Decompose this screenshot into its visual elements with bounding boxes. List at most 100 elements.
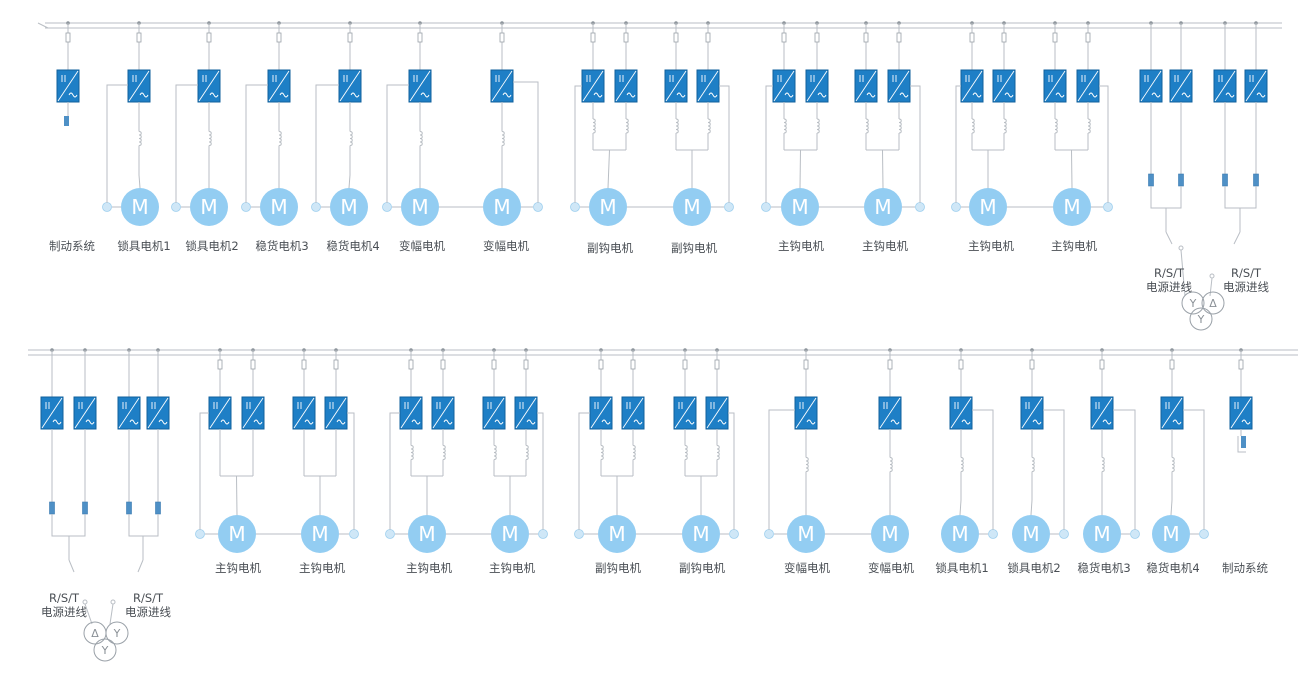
- fuse-icon: [206, 32, 212, 43]
- label-stabilizer-motor-3-bottom: 稳货电机3: [1077, 561, 1131, 575]
- inverter-ac-mark: [1241, 419, 1251, 425]
- reactor-coil-icon: [410, 445, 414, 460]
- inverter-icon: [146, 396, 170, 430]
- label-stabilizer-motor-4-top: 稳货电机4: [326, 239, 380, 253]
- motor-icon: M: [401, 188, 439, 226]
- wire: [1113, 409, 1136, 530]
- encoder-icon: [988, 529, 998, 539]
- label-brake-system-bottom: 制动系统: [1222, 561, 1268, 575]
- encoder-icon: [1103, 202, 1113, 212]
- motor-circle: [941, 515, 979, 553]
- motor-circle: [781, 188, 819, 226]
- encoder-icon: [915, 202, 925, 212]
- encoder-icon: [533, 202, 543, 212]
- inverter-icon: [589, 396, 613, 430]
- label-lock-motor-1-bottom: 锁具电机1: [935, 561, 989, 575]
- motor-circle: [260, 188, 298, 226]
- label-stabilizer-motor-4-bottom: 稳货电机4: [1146, 561, 1200, 575]
- motor-icon: M: [491, 515, 529, 553]
- motor-circle: [301, 515, 339, 553]
- motor-symbol-text: M: [228, 522, 245, 546]
- inverter-icon: [805, 69, 829, 103]
- label-lock-motor-2-bottom: 锁具电机2: [1007, 561, 1061, 575]
- fuse-icon: [1238, 359, 1244, 370]
- inverter-icon: [197, 69, 221, 103]
- transformer-icon: Y ΔY: [1181, 291, 1225, 331]
- power-source-b-top: R/S/T 电源进线: [1223, 266, 1269, 294]
- inverter-icon: [854, 69, 878, 103]
- fuse-icon: [523, 359, 529, 370]
- wire: [1170, 499, 1173, 516]
- reactor-coil-icon: [1054, 118, 1058, 134]
- inverter-ac-mark: [593, 92, 603, 98]
- inverter-ac-mark: [601, 419, 611, 425]
- fuse-icon: [250, 359, 256, 370]
- wire: [199, 412, 209, 530]
- motor-symbol-text: M: [411, 195, 428, 219]
- motor-circle: [673, 188, 711, 226]
- label-luffing-motor-a-bottom: 变幅电机: [784, 561, 830, 575]
- wire: [1237, 436, 1246, 453]
- wire: [386, 84, 409, 203]
- inverter-ac-mark: [1102, 419, 1112, 425]
- reactor-coil-icon: [625, 118, 629, 134]
- motor-icon: M: [301, 515, 339, 553]
- motor-circle: [218, 515, 256, 553]
- inverter-icon: [267, 69, 291, 103]
- motor-circle: [871, 515, 909, 553]
- inverter-diagonal: [339, 70, 361, 102]
- inverter-icon: [73, 396, 97, 430]
- label-luffing-motor-a-top: 变幅电机: [399, 239, 445, 253]
- winding-symbol: Δ: [91, 627, 99, 640]
- inverter-ac-mark: [1256, 92, 1266, 98]
- reactor-coil-icon: [349, 131, 353, 146]
- motor-icon: M: [330, 188, 368, 226]
- label-luffing-motor-b-bottom: 变幅电机: [868, 561, 914, 575]
- inverter-icon: [56, 69, 80, 103]
- motor-symbol-text: M: [340, 195, 357, 219]
- breaker-icon: [155, 501, 161, 515]
- inverter-diagonal: [993, 70, 1015, 102]
- encoder-icon: [171, 202, 181, 212]
- encoder-icon: [729, 529, 739, 539]
- motor-circle: [864, 188, 902, 226]
- motor-symbol-text: M: [493, 195, 510, 219]
- reactor-coil-icon: [632, 445, 636, 460]
- power-source-phases: R/S/T: [1230, 266, 1262, 280]
- motor-icon: M: [1012, 515, 1050, 553]
- wire: [1030, 499, 1033, 516]
- encoder-icon: [764, 529, 774, 539]
- motor-icon: M: [682, 515, 720, 553]
- encoder-icon: [538, 529, 548, 539]
- inverter-ac-mark: [129, 419, 139, 425]
- motor-circle: [1053, 188, 1091, 226]
- inverter-diagonal: [57, 70, 79, 102]
- reactor-coil-icon: [1171, 457, 1175, 472]
- wire: [347, 412, 355, 530]
- winding-circle: [1189, 307, 1213, 331]
- inverter-diagonal: [950, 397, 972, 429]
- wire: [389, 412, 400, 530]
- inverter-icon: [1160, 396, 1184, 430]
- switch-icon: [137, 559, 144, 573]
- wire: [1043, 409, 1065, 530]
- inverter-ac-mark: [633, 419, 643, 425]
- fuse-icon: [623, 32, 629, 43]
- fuse-icon: [408, 359, 414, 370]
- fuse-icon: [1169, 359, 1175, 370]
- motor-symbol-text: M: [501, 522, 518, 546]
- motor-icon: M: [871, 515, 909, 553]
- inverter-icon: [581, 69, 605, 103]
- inverter-diagonal: [879, 397, 901, 429]
- inverter-ac-mark: [1004, 92, 1014, 98]
- brake-resistor-icon: [1241, 436, 1246, 448]
- fuse-icon: [673, 32, 679, 43]
- encoder-icon: [349, 529, 359, 539]
- wire: [513, 81, 539, 203]
- fuse-icon: [803, 359, 809, 370]
- motor-symbol-text: M: [270, 195, 287, 219]
- motor-circle: [969, 188, 1007, 226]
- inverter-ac-mark: [1032, 419, 1042, 425]
- fuse-icon: [65, 32, 71, 43]
